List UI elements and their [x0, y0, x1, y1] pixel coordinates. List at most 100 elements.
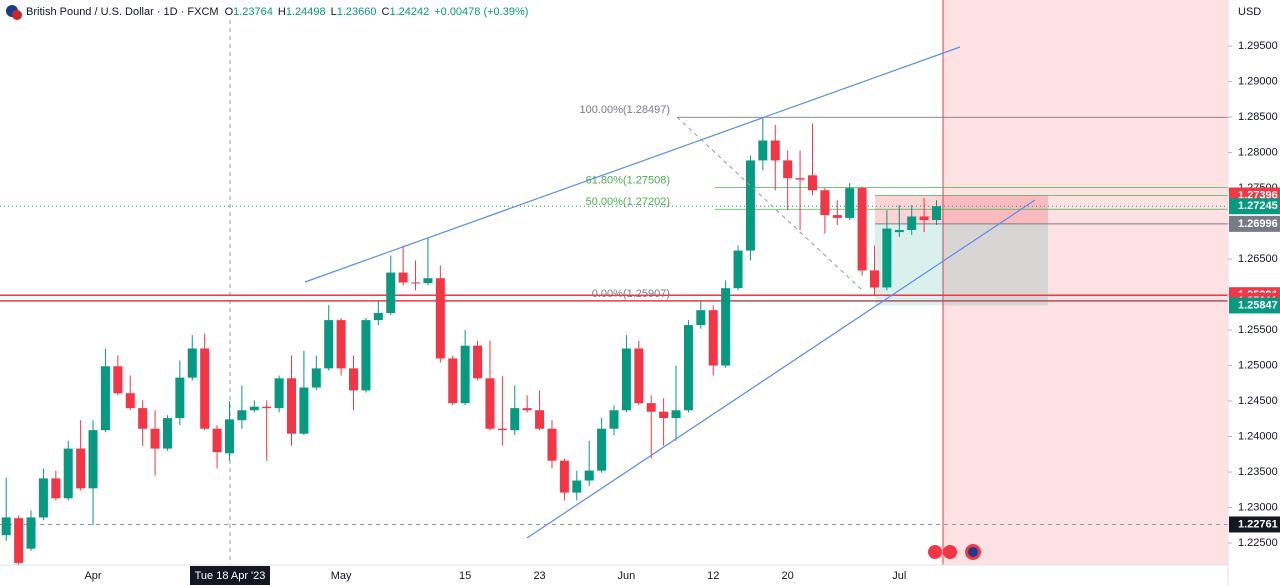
ohlc-value: 1.24242 — [389, 6, 429, 18]
candle-body — [832, 215, 842, 218]
symbol-icon — [6, 5, 22, 20]
candle-body — [646, 403, 656, 412]
candle-body — [435, 278, 445, 359]
candle-body — [237, 410, 247, 421]
candle-body — [262, 406, 272, 409]
ohlc-label: H — [278, 6, 286, 18]
candle-body — [671, 410, 681, 419]
candle-body — [14, 518, 24, 563]
position-target — [875, 223, 1048, 306]
candle-body — [125, 393, 135, 409]
candle-body — [150, 428, 160, 449]
y-tick-label: 1.25000 — [1238, 359, 1278, 371]
crosshair-date: Tue 18 Apr '23 — [195, 570, 266, 582]
candle-body — [411, 282, 421, 284]
candle-body — [423, 278, 433, 284]
candle-body — [907, 216, 917, 230]
candle-body — [634, 348, 644, 404]
candle-body — [63, 448, 73, 499]
candle-body — [473, 345, 483, 379]
price-badge — [1229, 215, 1280, 232]
y-tick-label: 1.24500 — [1238, 395, 1278, 407]
y-tick-label: 1.28000 — [1238, 147, 1278, 159]
x-tick-label: 23 — [533, 570, 545, 582]
candle-body — [919, 216, 929, 221]
ohlc-value: 1.24498 — [286, 6, 326, 18]
fib-label: 50.00%(1.27202) — [586, 196, 670, 208]
ohlc-label: C — [382, 6, 390, 18]
y-tick-label: 1.25500 — [1238, 324, 1278, 336]
candle-body — [162, 418, 172, 449]
header: British Pound / U.S. Dollar · 1D · FXCM O… — [26, 6, 528, 18]
candle-body — [894, 229, 904, 233]
crosshair-badge — [190, 566, 270, 585]
candle-body — [783, 160, 793, 179]
candle-body — [869, 270, 879, 288]
candle-body — [138, 408, 148, 429]
y-tick-label: 1.22500 — [1238, 537, 1278, 549]
trend-line-lower — [526, 199, 1036, 539]
candle-body — [547, 428, 557, 461]
ohlc-label: L — [331, 6, 337, 18]
candle-body — [609, 410, 619, 429]
x-tick-label: 12 — [707, 570, 719, 582]
y-tick-label: 1.23500 — [1238, 466, 1278, 478]
candle-body — [175, 377, 185, 419]
candle-body — [349, 368, 359, 391]
candle-body — [485, 378, 495, 429]
candle-body — [460, 345, 470, 404]
x-tick-label: 20 — [782, 570, 794, 582]
candle-body — [770, 140, 780, 161]
y-tick-label: 1.23000 — [1238, 501, 1278, 513]
candle-body — [882, 228, 892, 288]
candle-body — [26, 517, 36, 549]
candle-body — [683, 325, 693, 411]
candle-body — [535, 410, 545, 429]
y-tick-label: 1.26500 — [1238, 253, 1278, 265]
y-tick-label: 1.28500 — [1238, 111, 1278, 123]
candle-body — [76, 448, 86, 489]
x-tick-label: 15 — [459, 570, 471, 582]
candle-body — [733, 250, 743, 289]
candle-body — [857, 188, 867, 271]
ohlc-value: 1.23764 — [233, 6, 273, 18]
candle-body — [932, 206, 942, 221]
fib-trend — [676, 116, 863, 291]
x-tick-label: May — [331, 570, 352, 582]
candle-body — [398, 272, 408, 283]
candle-body — [51, 478, 61, 499]
candle-body — [1, 517, 11, 536]
y-tick-label: 1.29000 — [1238, 76, 1278, 88]
candle-body — [386, 272, 396, 314]
candle-body — [758, 140, 768, 161]
x-tick-label: Jun — [618, 570, 636, 582]
candle-body — [584, 470, 594, 481]
price-badge-label: 1.27245 — [1238, 200, 1278, 212]
symbol: British Pound / U.S. Dollar · 1D · FXCM — [26, 6, 219, 18]
candle-body — [336, 320, 346, 369]
candle-body — [845, 188, 855, 218]
candle-body — [200, 348, 210, 429]
candle-body — [621, 348, 631, 411]
candle-body — [522, 408, 532, 411]
candle-body — [559, 460, 569, 493]
price-badge — [1229, 198, 1280, 215]
candle-body — [224, 419, 234, 454]
candle-body — [286, 378, 296, 434]
candle-body — [807, 175, 817, 191]
candle-body — [38, 478, 48, 518]
price-badge — [1229, 516, 1280, 533]
candle-body — [299, 387, 309, 434]
candle-body — [373, 313, 383, 321]
price-badge — [1229, 297, 1280, 314]
candle-body — [696, 310, 706, 326]
candle-body — [497, 428, 507, 431]
ohlc-value: 1.23660 — [337, 6, 377, 18]
position-stop — [875, 195, 1048, 224]
change: +0.00478 (+0.39%) — [434, 6, 528, 18]
fib-label: 61.80%(1.27508) — [586, 174, 670, 186]
candle-body — [448, 358, 458, 404]
trend-line-upper — [304, 46, 961, 283]
x-tick-label: Apr — [84, 570, 101, 582]
candle-body — [721, 288, 731, 366]
